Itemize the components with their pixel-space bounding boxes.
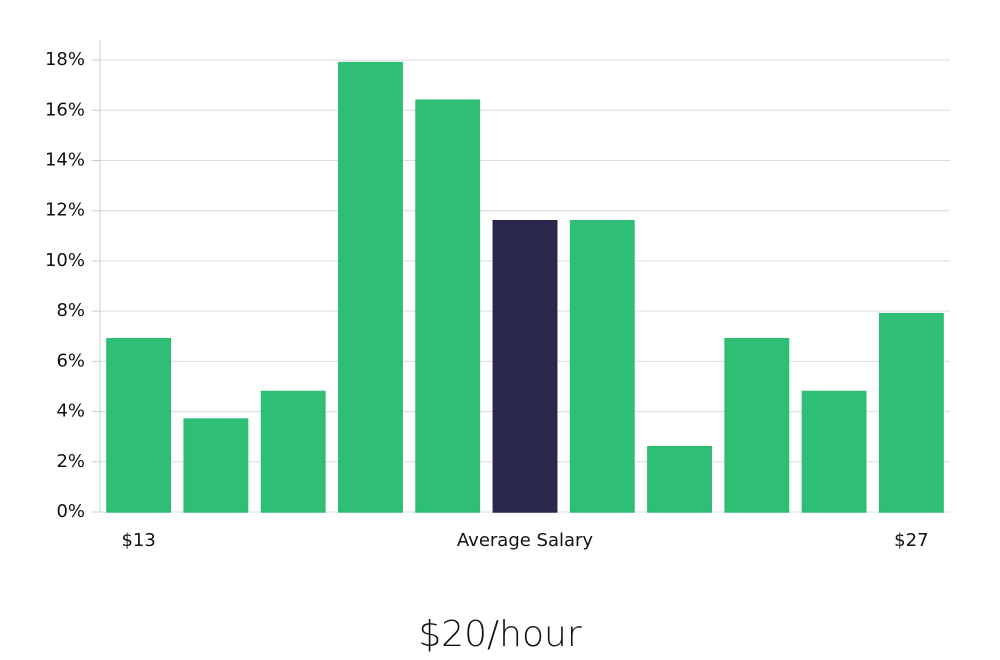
bar [106, 338, 172, 513]
y-tick-label: 8% [56, 300, 85, 321]
bar [647, 445, 712, 513]
bar [878, 312, 944, 513]
y-tick-label: 4% [56, 401, 85, 422]
bar [492, 220, 558, 513]
bar [415, 99, 481, 513]
y-tick-label: 12% [45, 200, 85, 221]
bar [569, 220, 635, 513]
bar [338, 61, 403, 513]
y-tick-label: 0% [56, 501, 85, 522]
bar [260, 390, 326, 513]
bar [183, 418, 249, 513]
y-tick-label: 16% [45, 99, 85, 120]
bar [724, 338, 790, 513]
y-tick-label: 2% [56, 451, 85, 472]
y-tick-label: 14% [45, 150, 85, 171]
x-tick-label: $27 [894, 530, 928, 551]
y-tick-label: 18% [45, 49, 85, 70]
y-tick-label: 6% [56, 350, 85, 371]
x-tick-label: $13 [121, 530, 155, 551]
chart-caption: $20/hour [418, 614, 582, 655]
x-tick-label: Average Salary [457, 530, 594, 551]
y-tick-label: 10% [45, 250, 85, 271]
bar [801, 390, 867, 513]
